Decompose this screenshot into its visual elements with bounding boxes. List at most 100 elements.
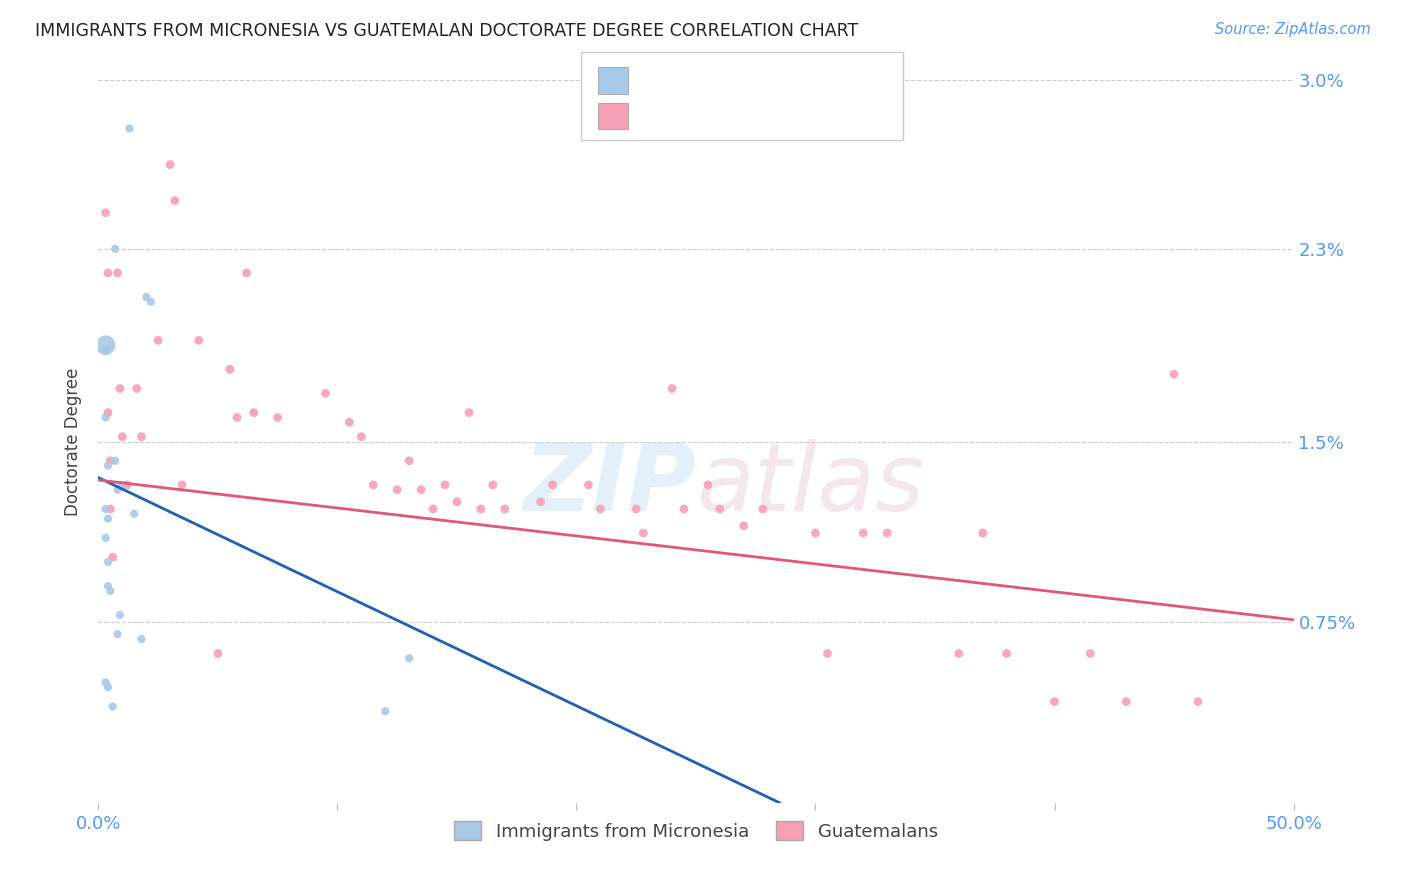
Point [697,478,720,492]
Point [207,647,229,661]
Point [97,458,120,473]
Text: 26: 26 [772,71,794,89]
Point [107,627,129,641]
Point [363,478,385,492]
Point [111,478,134,492]
Point [163,194,186,208]
Point [733,518,755,533]
Point [422,502,444,516]
Point [1043,695,1066,709]
Text: Source: ZipAtlas.com: Source: ZipAtlas.com [1215,22,1371,37]
Point [446,494,468,508]
Point [1115,695,1137,709]
Point [661,382,683,396]
Point [339,415,361,429]
Point [108,382,131,396]
Point [98,583,122,598]
Point [626,502,648,516]
Point [398,651,420,665]
Point [187,334,209,348]
Point [94,410,117,425]
Point [589,502,612,516]
Point [948,647,970,661]
Point [107,483,129,497]
Point [494,502,516,516]
Point [243,406,266,420]
Point [98,502,122,516]
Text: atlas: atlas [696,440,924,531]
Point [398,454,420,468]
Point [541,478,564,492]
Point [633,526,655,541]
Point [226,410,249,425]
Text: N =: N = [734,107,782,125]
Point [98,454,122,468]
Text: -0.235: -0.235 [681,107,740,125]
Point [315,386,337,401]
Point [458,406,481,420]
Point [876,526,898,541]
Point [94,343,117,357]
Point [135,290,157,304]
Point [94,502,117,516]
Point [124,507,146,521]
Point [97,555,120,569]
Point [97,406,120,420]
Point [97,680,120,694]
Point [481,478,505,492]
Point [1080,647,1102,661]
Point [530,494,553,508]
Point [709,502,731,516]
Point [852,526,875,541]
Point [752,502,775,516]
Point [131,430,153,444]
Point [97,266,120,280]
Point [578,478,600,492]
Text: -0.316: -0.316 [681,71,740,89]
Point [172,478,194,492]
Text: N =: N = [734,71,782,89]
Text: ZIP: ZIP [523,439,696,531]
Point [385,483,409,497]
Legend: Immigrants from Micronesia, Guatemalans: Immigrants from Micronesia, Guatemalans [447,814,945,848]
Point [104,242,127,256]
Point [108,607,131,622]
Point [411,483,433,497]
Point [470,502,492,516]
Point [125,382,148,396]
Point [815,647,838,661]
Point [148,334,170,348]
Point [673,502,696,516]
Point [1163,367,1185,381]
Point [139,294,162,309]
Point [235,266,257,280]
Point [107,266,129,280]
Point [101,550,124,565]
Point [131,632,153,646]
Text: 61: 61 [772,107,794,125]
Point [104,454,127,468]
Point [111,430,134,444]
Point [94,205,117,219]
Y-axis label: Doctorate Degree: Doctorate Degree [65,368,83,516]
Point [219,362,242,376]
Point [97,511,120,525]
Point [159,157,181,171]
Text: R =: R = [638,71,675,89]
Point [804,526,827,541]
Point [118,121,141,136]
Point [97,579,120,593]
Point [374,704,396,718]
Point [434,478,457,492]
Text: IMMIGRANTS FROM MICRONESIA VS GUATEMALAN DOCTORATE DEGREE CORRELATION CHART: IMMIGRANTS FROM MICRONESIA VS GUATEMALAN… [35,22,859,40]
Text: R =: R = [638,107,675,125]
Point [972,526,994,541]
Point [1187,695,1209,709]
Point [995,647,1018,661]
Point [94,531,117,545]
Point [94,675,117,690]
Point [101,699,124,714]
Point [115,478,138,492]
Point [267,410,290,425]
Point [94,338,117,352]
